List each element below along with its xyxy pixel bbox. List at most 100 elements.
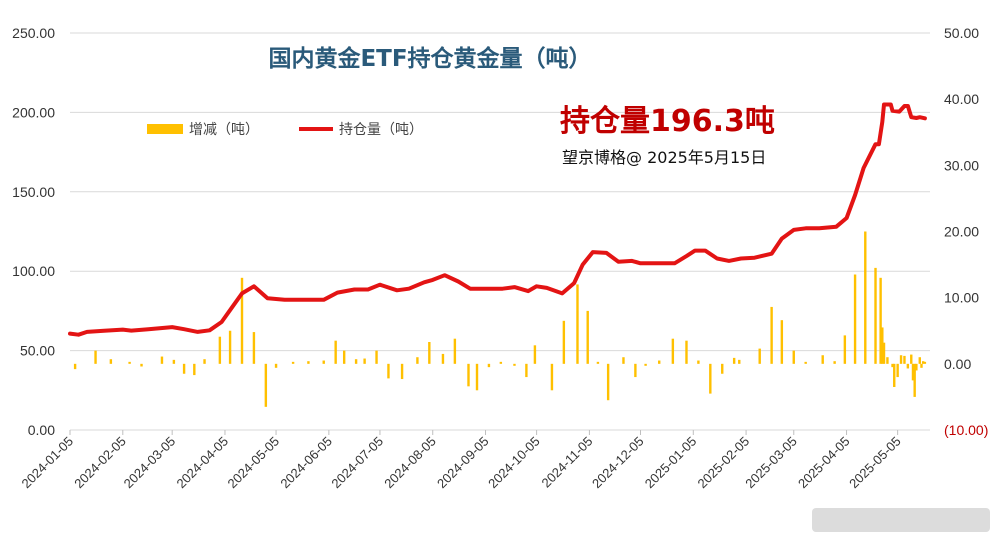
- legend-bar-swatch: [147, 124, 183, 134]
- change-bar: [634, 363, 637, 378]
- change-bar: [758, 348, 761, 364]
- change-bar: [354, 359, 358, 364]
- y-axis-right-ticks: (10.00) 0.00 10.00 20.00 30.00 40.00 50.00: [944, 25, 988, 438]
- change-bar: [896, 363, 899, 378]
- change-bar: [172, 359, 176, 364]
- x-tick-label: 2024-07-05: [328, 434, 386, 492]
- change-bar: [291, 361, 295, 364]
- legend-bar-label: 增减（吨）: [189, 122, 259, 138]
- y-left-tick-label: 200.00: [12, 104, 55, 120]
- change-bar: [576, 284, 579, 364]
- change-bar: [322, 360, 325, 364]
- highlight-holdings-label: 持仓量196.3吨: [560, 104, 775, 139]
- change-bar: [606, 363, 610, 401]
- y-right-tick-label: 30.00: [944, 157, 979, 173]
- change-bar: [387, 363, 390, 379]
- change-bar: [920, 363, 923, 368]
- change-bar: [770, 306, 773, 364]
- legend: 增减（吨） 持仓量（吨）: [147, 122, 423, 138]
- change-bar: [879, 277, 882, 364]
- change-bar: [94, 350, 97, 364]
- x-tick-label: 2024-01-05: [18, 434, 76, 492]
- change-bar: [732, 357, 736, 364]
- change-bar: [109, 359, 113, 364]
- change-bar: [886, 357, 889, 364]
- change-bar: [400, 363, 404, 380]
- y-left-tick-label: 100.00: [12, 263, 55, 279]
- change-bar: [792, 350, 795, 364]
- change-bar: [658, 360, 661, 364]
- change-bar: [416, 357, 419, 364]
- change-bar: [910, 354, 913, 364]
- change-bar: [893, 363, 896, 387]
- change-bar: [499, 361, 503, 364]
- change-bar: [513, 363, 516, 366]
- change-bar: [821, 355, 824, 364]
- y-right-tick-label: 0.00: [944, 356, 971, 372]
- x-tick-label: 2024-03-05: [121, 434, 179, 492]
- x-tick-label: 2025-03-05: [742, 434, 800, 492]
- change-bar: [487, 363, 491, 368]
- change-bar: [622, 357, 625, 364]
- change-bar: [453, 338, 457, 364]
- change-bar: [525, 363, 528, 378]
- x-tick-label: 2024-11-05: [539, 434, 596, 491]
- change-bar: [467, 363, 470, 387]
- change-bar: [596, 361, 600, 364]
- x-tick-label: 2024-04-05: [173, 434, 231, 492]
- change-bar: [685, 340, 688, 364]
- change-bar: [586, 310, 589, 364]
- change-bar: [923, 361, 927, 364]
- change-bar: [128, 361, 131, 364]
- change-bar: [334, 340, 337, 364]
- change-bar: [911, 363, 915, 381]
- y-left-tick-label: 150.00: [12, 184, 55, 200]
- change-bar: [264, 363, 268, 407]
- x-tick-label: 2024-08-05: [381, 434, 439, 492]
- chart-title: 国内黄金ETF持仓黄金量（吨）: [268, 45, 591, 72]
- x-tick-label: 2024-05-05: [225, 434, 283, 492]
- change-bar: [428, 341, 431, 364]
- y-left-tick-label: 50.00: [20, 343, 55, 359]
- change-bar: [891, 363, 894, 368]
- change-bars: [73, 231, 927, 407]
- change-bar: [228, 330, 232, 364]
- x-axis-ticks: 2024-01-052024-02-052024-03-052024-04-05…: [18, 430, 904, 492]
- change-bar: [550, 363, 554, 391]
- change-bar: [203, 359, 206, 364]
- change-bar: [882, 342, 886, 364]
- change-bar: [240, 277, 244, 364]
- holdings-line: [68, 102, 927, 337]
- change-bar: [721, 363, 724, 374]
- change-bar: [671, 338, 675, 364]
- change-bar: [738, 359, 741, 364]
- change-bar: [780, 320, 784, 364]
- x-tick-label: 2024-09-05: [434, 434, 492, 492]
- change-bar: [160, 356, 164, 364]
- credit-text: 望京博格@ 2025年5月15日: [562, 148, 766, 167]
- change-bar: [562, 320, 566, 364]
- change-bar: [73, 363, 77, 370]
- change-bar: [140, 363, 143, 367]
- x-tick-label: 2024-02-05: [71, 434, 129, 492]
- change-bar: [874, 267, 877, 364]
- change-bar: [804, 361, 807, 364]
- change-bar: [182, 363, 186, 374]
- y-right-tick-label: 20.00: [944, 224, 979, 240]
- grid-lines: [70, 32, 930, 431]
- change-bar: [441, 353, 445, 364]
- change-bar: [833, 361, 836, 364]
- y-axis-left-ticks: 0.00 50.00 100.00 150.00 200.00 250.00: [12, 25, 55, 438]
- change-bar: [307, 361, 310, 364]
- x-tick-label: 2024-12-05: [589, 434, 647, 492]
- change-bar: [913, 363, 916, 397]
- change-bar: [843, 335, 847, 364]
- change-bar: [853, 274, 857, 364]
- y-right-tick-label: 40.00: [944, 91, 979, 107]
- x-tick-label: 2025-05-05: [846, 434, 904, 492]
- change-bar: [644, 363, 647, 366]
- change-bar: [881, 327, 884, 364]
- x-tick-label: 2025-01-05: [642, 434, 700, 492]
- change-bar: [363, 358, 366, 364]
